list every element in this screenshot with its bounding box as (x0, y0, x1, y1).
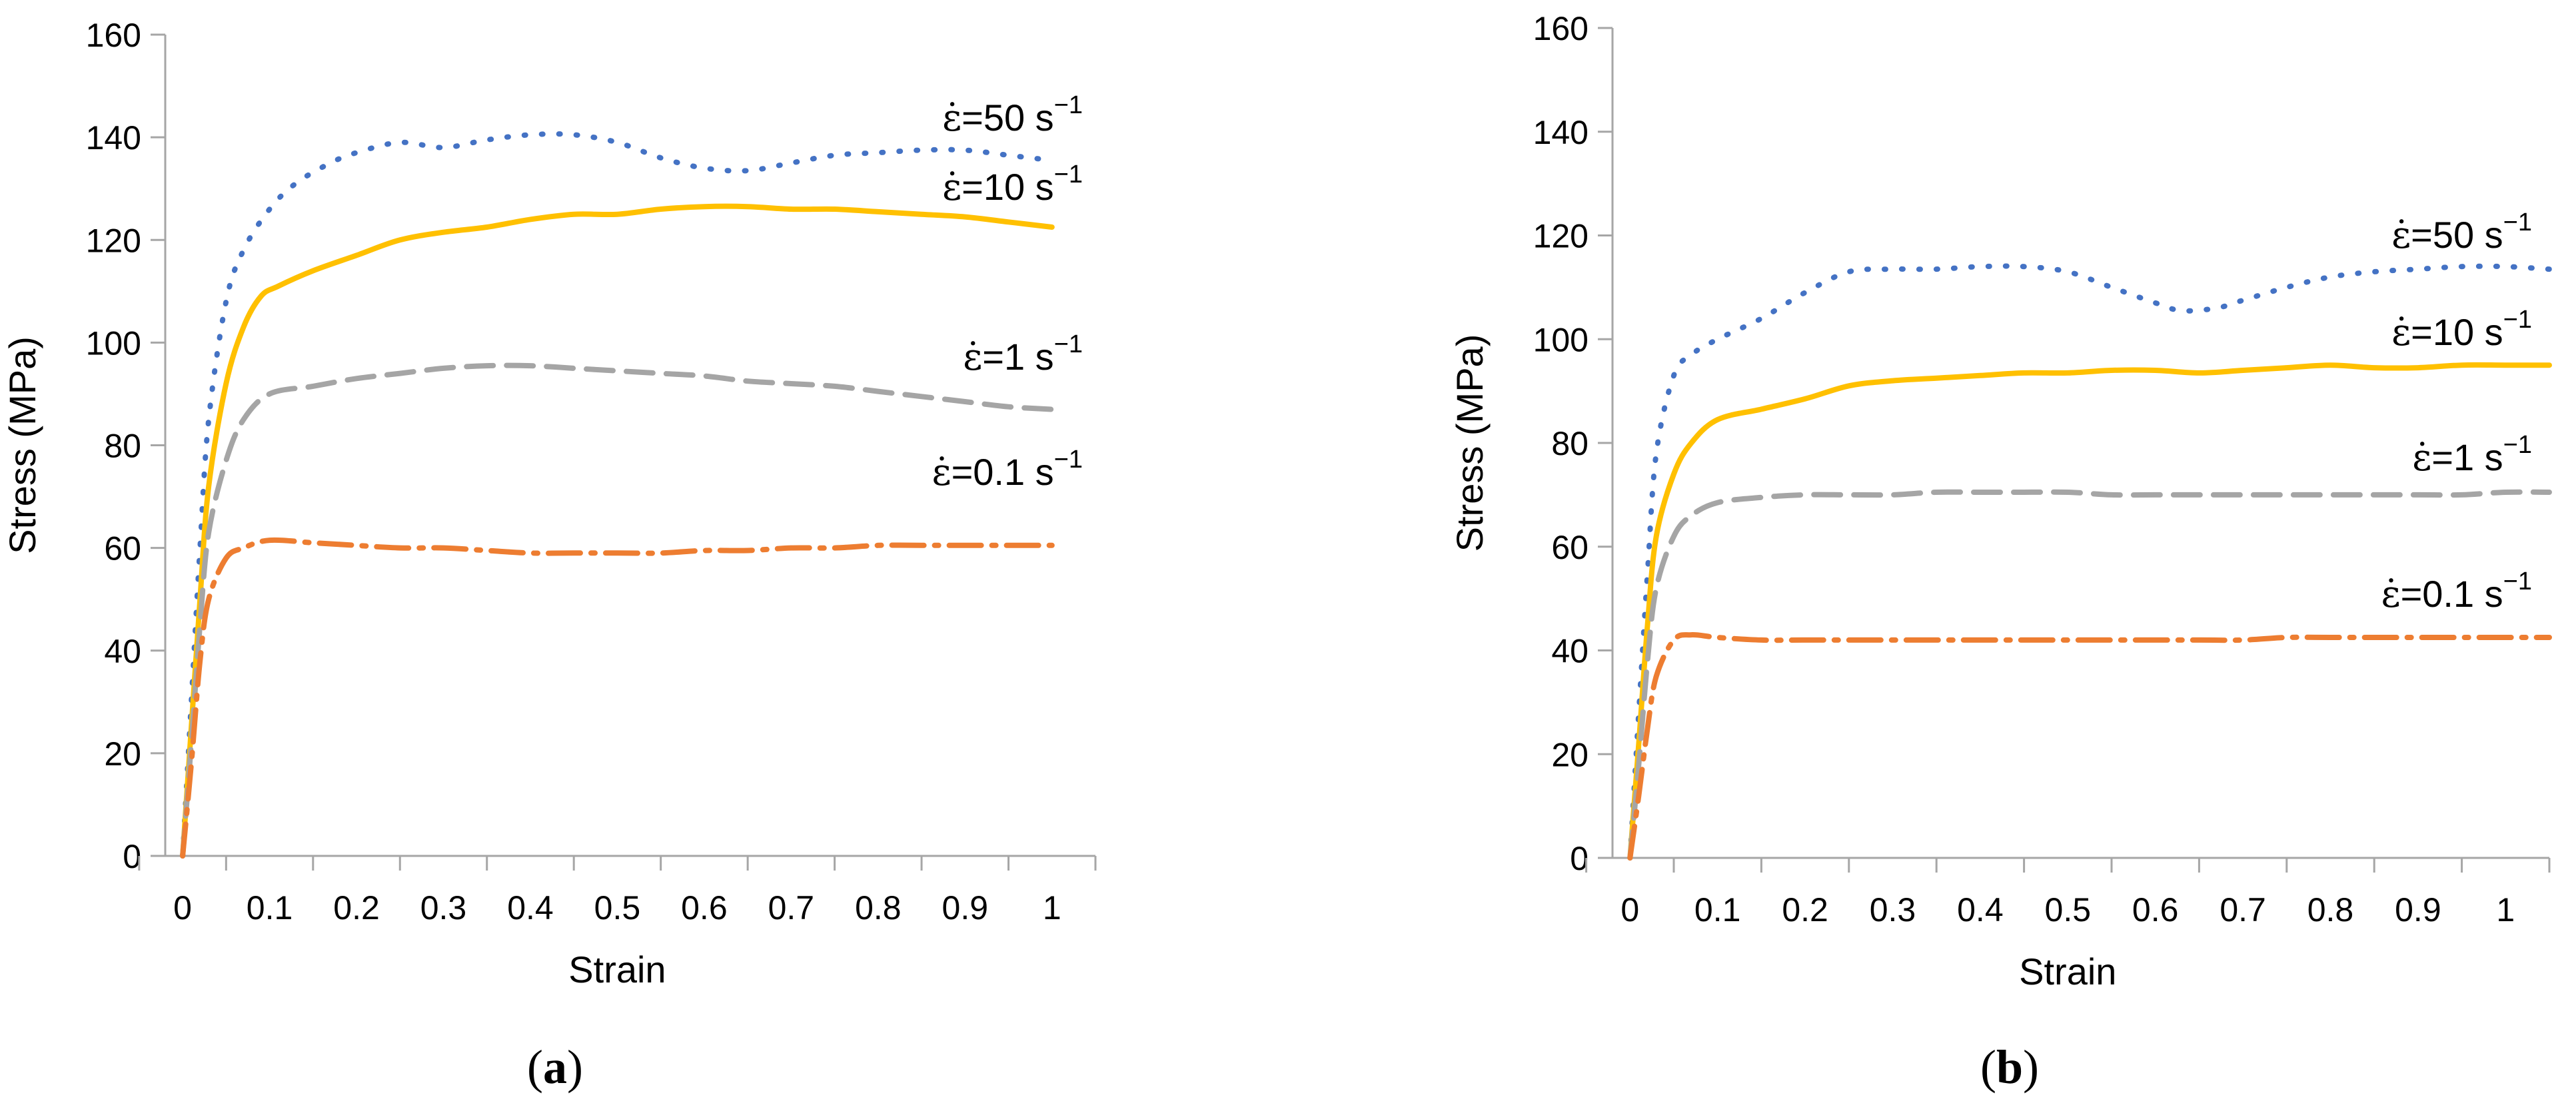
y-tick-label: 160 (1533, 10, 1589, 47)
y-tick-label: 80 (1551, 425, 1589, 462)
series-line (1627, 489, 2552, 861)
series-line (180, 537, 1055, 859)
x-tick-label: 0.9 (942, 889, 989, 927)
series-label: ε̇=0.1 s−1 (2381, 567, 2532, 616)
x-axis-title: Strain (568, 948, 666, 990)
x-tick-label: 0.4 (1957, 891, 2004, 928)
x-tick-label: 0.3 (420, 889, 467, 927)
x-tick-label: 0 (1620, 891, 1639, 928)
y-tick-label: 160 (86, 17, 141, 54)
x-tick-label: 0.9 (2395, 891, 2441, 928)
series-line (1627, 632, 2552, 861)
series-label: ε̇=50 s−1 (2391, 208, 2532, 257)
y-tick-label: 80 (104, 428, 141, 465)
x-tick-label: 0.1 (1694, 891, 1741, 928)
x-tick-label: 0.5 (2045, 891, 2092, 928)
x-tick-label: 0.6 (681, 889, 728, 927)
panel-label-b: (b) (1980, 1040, 2039, 1094)
x-tick-label: 0.1 (247, 889, 293, 927)
series-label: ε̇=10 s−1 (942, 161, 1083, 209)
x-tick-label: 1 (1043, 889, 1061, 927)
y-tick-label: 140 (86, 119, 141, 157)
x-tick-label: 0.5 (594, 889, 641, 927)
series-label: ε̇=0.1 s−1 (932, 446, 1083, 494)
x-tick-label: 1 (2496, 891, 2515, 928)
y-tick-label: 40 (1551, 633, 1589, 670)
y-axis-title: Stress (MPa) (1449, 334, 1491, 552)
y-tick-label: 100 (86, 324, 141, 362)
y-tick-label: 140 (1533, 114, 1589, 151)
y-axis-title: Stress (MPa) (1, 336, 43, 554)
y-tick-label: 120 (86, 222, 141, 259)
series-line (180, 203, 1055, 859)
series-line (180, 362, 1055, 859)
y-tick-label: 20 (1551, 736, 1589, 773)
y-tick-label: 40 (104, 633, 141, 670)
y-tick-label: 60 (104, 530, 141, 567)
panel-label-a: (a) (527, 1040, 583, 1094)
x-tick-label: 0.4 (507, 889, 554, 927)
x-tick-label: 0.8 (2307, 891, 2354, 928)
x-tick-label: 0.8 (855, 889, 902, 927)
series-label: ε̇=10 s−1 (2391, 306, 2532, 354)
y-tick-label: 20 (104, 735, 141, 773)
x-tick-label: 0.7 (2220, 891, 2266, 928)
x-tick-label: 0.6 (2132, 891, 2179, 928)
y-tick-label: 120 (1533, 218, 1589, 255)
x-tick-label: 0 (173, 889, 192, 927)
series-label: ε̇=1 s−1 (963, 330, 1083, 379)
x-tick-label: 0.2 (1782, 891, 1828, 928)
x-tick-label: 0.3 (1870, 891, 1916, 928)
y-tick-label: 100 (1533, 321, 1589, 358)
x-axis-title: Strain (2019, 950, 2116, 992)
y-tick-label: 60 (1551, 529, 1589, 566)
series-label: ε̇=50 s−1 (942, 91, 1083, 140)
x-tick-label: 0.7 (768, 889, 815, 927)
series-label: ε̇=1 s−1 (2412, 431, 2532, 480)
series-line (1627, 362, 2552, 861)
x-tick-label: 0.2 (333, 889, 380, 927)
